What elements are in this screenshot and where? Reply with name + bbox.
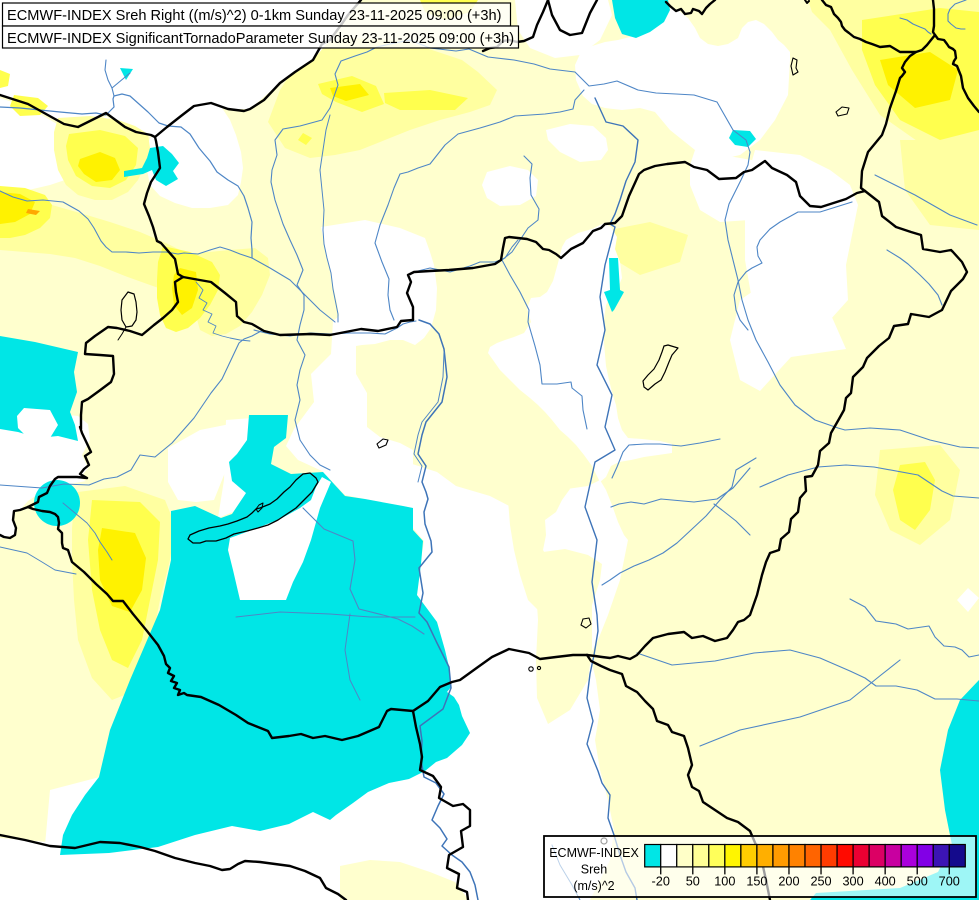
svg-text:ECMWF-INDEX SignificantTornado: ECMWF-INDEX SignificantTornadoParameter … xyxy=(7,31,514,47)
svg-text:Sreh: Sreh xyxy=(581,862,607,876)
svg-text:500: 500 xyxy=(907,875,928,889)
svg-text:700: 700 xyxy=(939,875,960,889)
svg-text:(m/s)^2: (m/s)^2 xyxy=(573,879,614,893)
svg-text:250: 250 xyxy=(810,875,831,889)
svg-text:150: 150 xyxy=(746,875,767,889)
svg-text:300: 300 xyxy=(843,875,864,889)
svg-text:ECMWF-INDEX: ECMWF-INDEX xyxy=(549,846,639,860)
svg-text:50: 50 xyxy=(686,875,700,889)
svg-text:-20: -20 xyxy=(652,875,670,889)
svg-text:100: 100 xyxy=(714,875,735,889)
svg-text:200: 200 xyxy=(778,875,799,889)
svg-text:ECMWF-INDEX Sreh Right ((m/s)^: ECMWF-INDEX Sreh Right ((m/s)^2) 0-1km S… xyxy=(7,8,501,24)
svg-text:400: 400 xyxy=(875,875,896,889)
